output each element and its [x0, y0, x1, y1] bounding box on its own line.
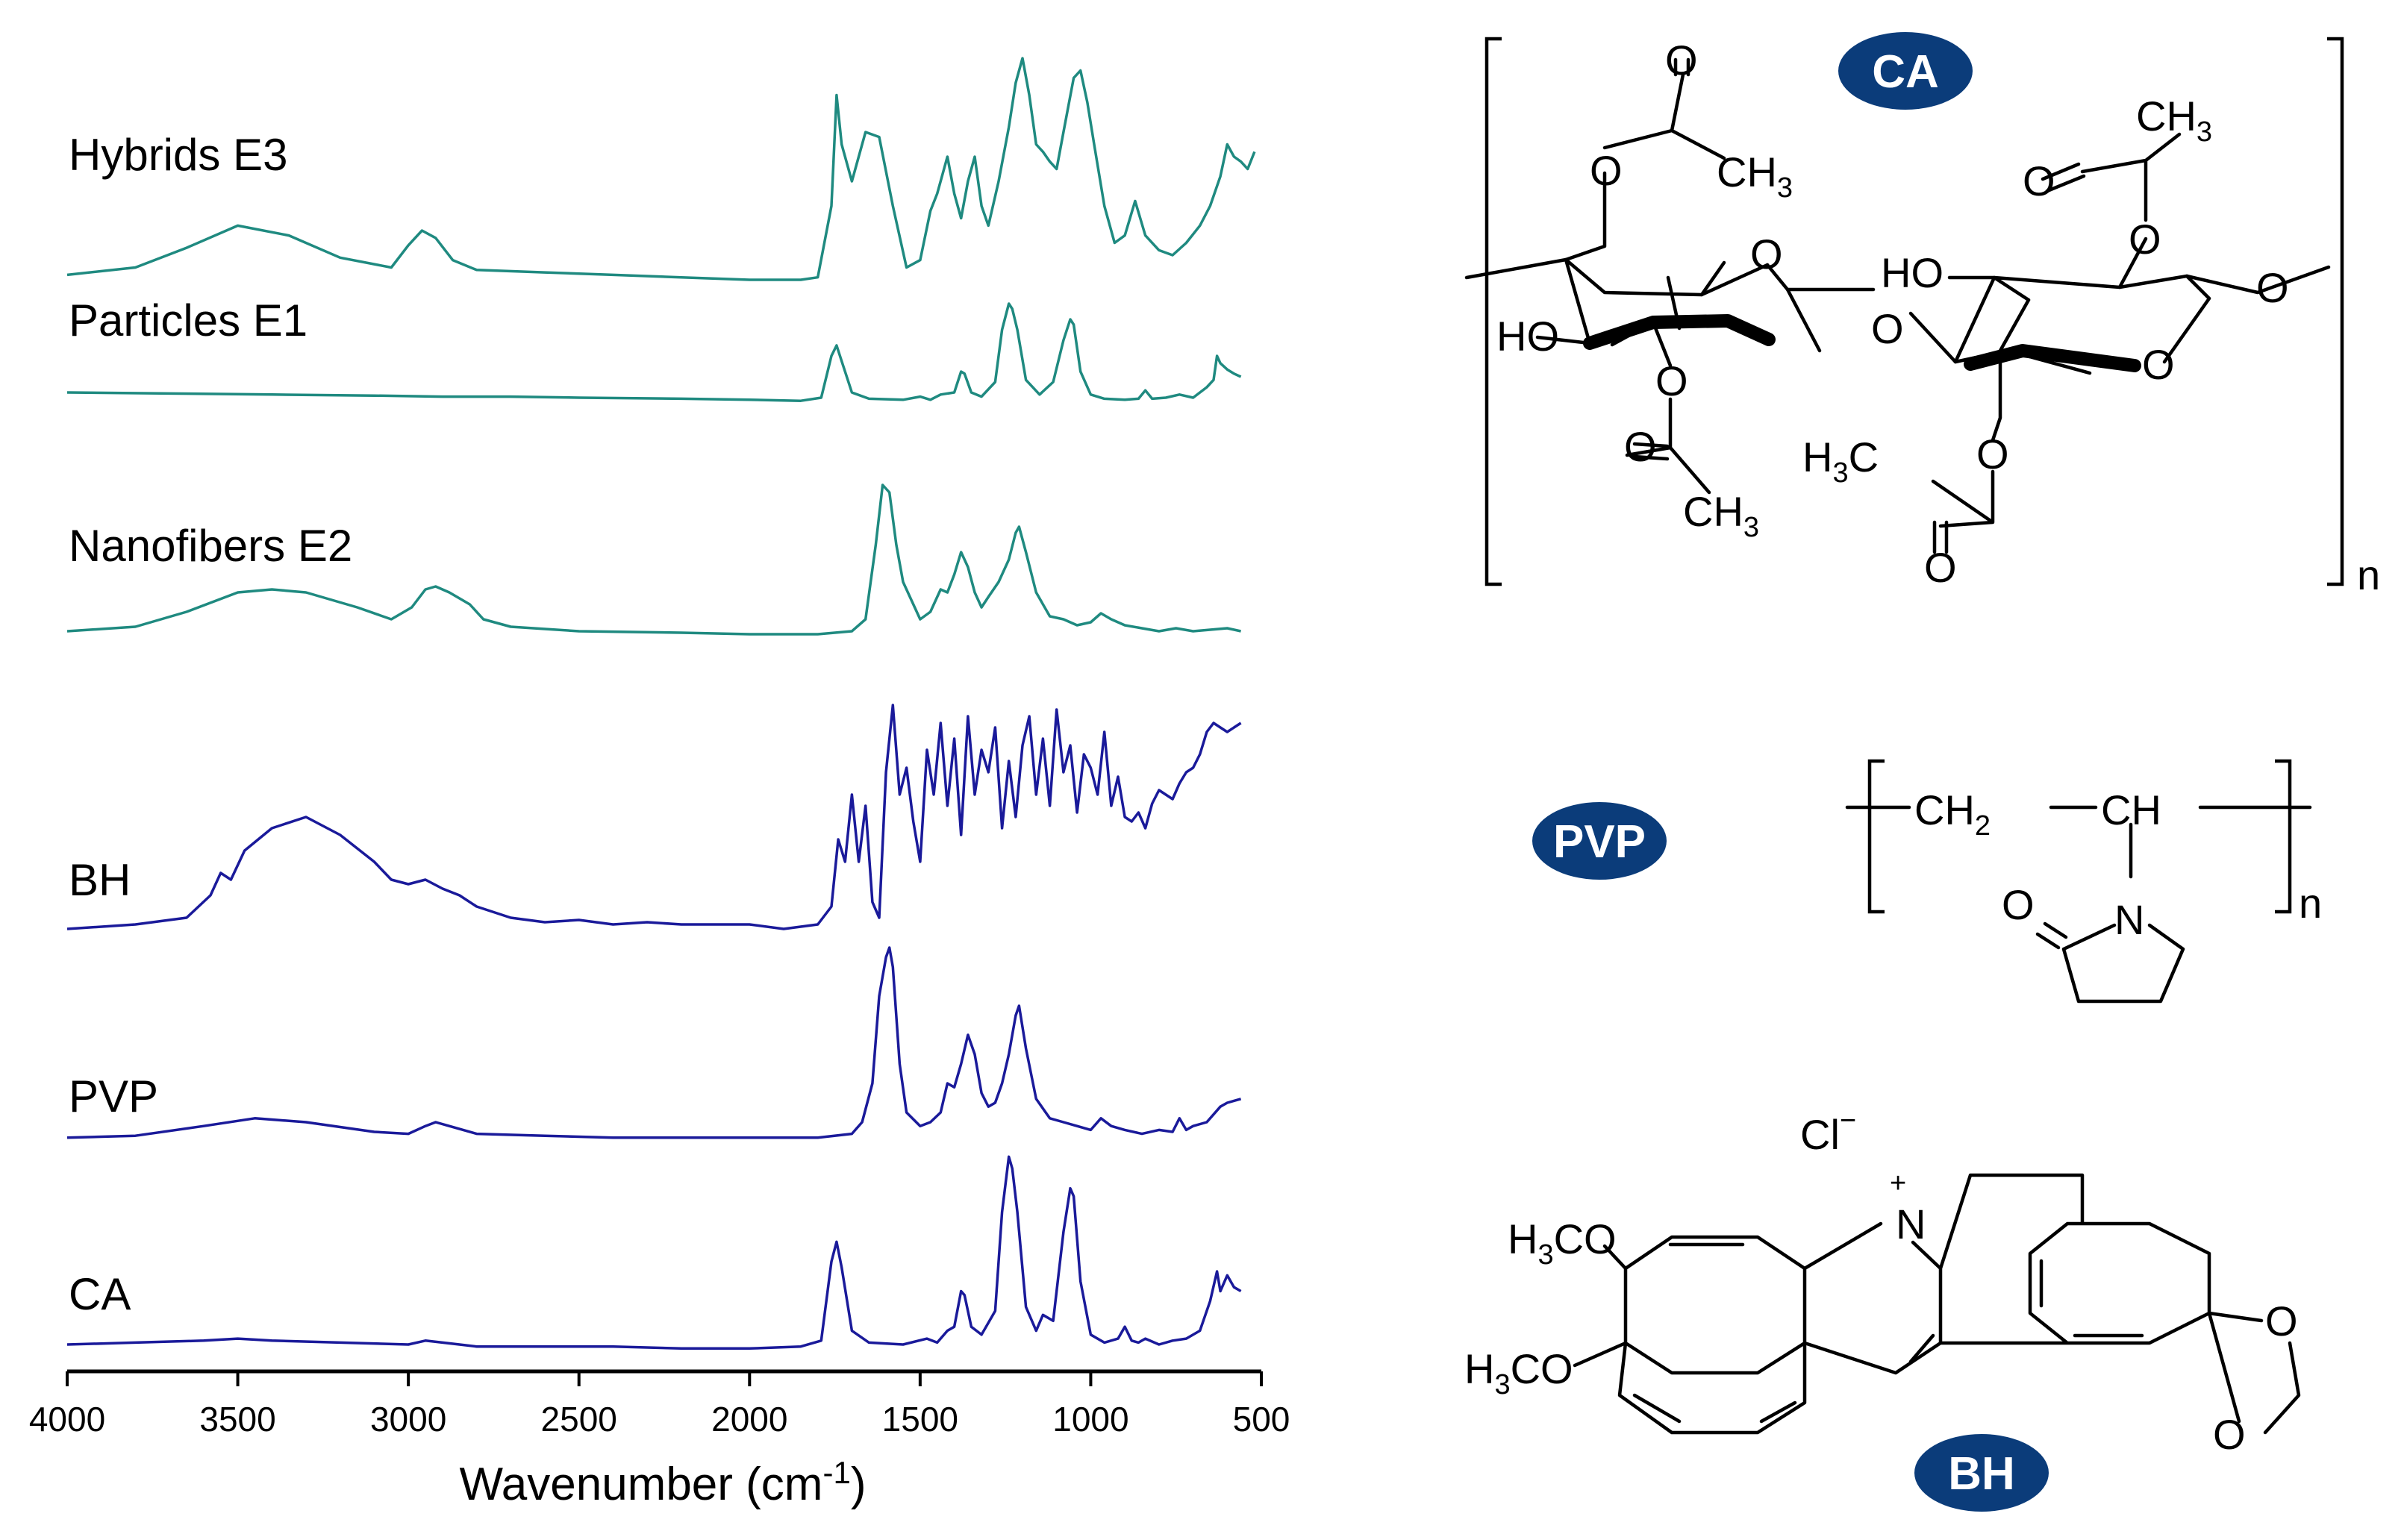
bh-atom-h3co-1: H3CO [1508, 1215, 1617, 1271]
ca-glycosidic [1785, 287, 1958, 364]
pvp-right-bracket [2275, 759, 2292, 914]
ca-atom-o-ring-1: O [1750, 231, 1783, 278]
ca-atom-ch3-2: CH3 [1683, 488, 1759, 543]
spectrum-label-pvp: PVP [69, 1071, 158, 1121]
pvp-atom-ch2: CH2 [1914, 786, 1991, 842]
x-tick-label: 2000 [711, 1400, 787, 1439]
bh-structure: Cl− + N H3CO H3CO O O BH [1464, 1105, 2301, 1512]
ca-atom-o-ring-2: O [2142, 341, 2175, 388]
spectrum-label-bh: BH [69, 855, 131, 905]
ca-atom-ch3-1: CH3 [1717, 148, 1793, 204]
x-axis-title: Wavenumber (cm-1) [460, 1455, 867, 1510]
bh-rings [1573, 1173, 2301, 1435]
ca-right-bracket [2327, 37, 2344, 586]
ca-atom-ho-2: HO [1881, 249, 1944, 296]
x-tick-label: 1500 [882, 1400, 958, 1439]
ca-atom-h3c: H3C [1802, 433, 1879, 489]
pvp-backbone [1845, 805, 2312, 879]
ca-atom-o-4: O [1624, 423, 1657, 470]
pvp-structure: PVP n CH2 CH O N [1532, 759, 2322, 1004]
x-axis-ticks: 4000 3500 3000 2500 2000 1500 1000 500 [29, 1371, 1290, 1439]
bh-double-bonds [1632, 1259, 2144, 1424]
spectrum-label-nanofibers-e2: Nanofibers E2 [69, 521, 352, 571]
spectra-labels: Hybrids E3 Particles E1 Nanofibers E2 BH PVP… [69, 130, 352, 1319]
pvp-badge: PVP [1532, 802, 1667, 880]
ca-atom-o-1: O [1665, 37, 1698, 84]
bh-badge: BH [1914, 1434, 2049, 1512]
ca-right-bonds [1931, 132, 2331, 528]
ca-carbonyl-3 [2041, 162, 2086, 193]
ca-atom-o-3: O [1655, 357, 1688, 404]
x-tick-label: 3500 [199, 1400, 275, 1439]
pvp-left-bracket [1867, 759, 1885, 914]
ca-carbonyl-4 [1932, 520, 1949, 554]
svg-text:BH: BH [1948, 1448, 2015, 1500]
svg-text:CA: CA [1872, 46, 1939, 98]
ca-right-ring-bold [1964, 344, 2141, 372]
pvp-atom-o: O [2002, 881, 2035, 928]
pvp-ring [2035, 921, 2185, 1004]
ca-structure: n CA O CH3 O O HO O O O CH3 HO CH3 O O O [1464, 32, 2380, 598]
spectrum-label-ca: CA [69, 1269, 131, 1319]
ca-atom-o-7: O [2256, 264, 2289, 311]
ca-repeat-n: n [2357, 551, 2380, 598]
spectrum-line-hybrids-e3 [66, 57, 1256, 281]
ca-atom-o-5: O [2023, 157, 2055, 204]
pvp-repeat-n: n [2299, 880, 2322, 927]
spectrum-line-particles-e1 [66, 302, 1242, 402]
spectrum-label-hybrids-e3: Hybrids E3 [69, 130, 287, 180]
ca-carbonyl-1 [1673, 57, 1690, 77]
ca-badge: CA [1838, 32, 1973, 110]
x-tick-label: 4000 [29, 1400, 105, 1439]
spectra-traces [66, 57, 1256, 1350]
x-tick-label: 3000 [370, 1400, 446, 1439]
spectrum-line-bh [66, 704, 1242, 930]
bh-chloride: Cl− [1800, 1105, 1856, 1158]
ca-atom-o-2: O [1590, 147, 1623, 194]
bh-plus-charge: + [1890, 1168, 1906, 1199]
spectrum-line-pvp [66, 946, 1242, 1139]
bh-atom-o-1: O [2265, 1298, 2298, 1345]
ca-left-bracket [1484, 37, 1502, 586]
ca-atom-o-8: O [1976, 431, 2009, 478]
pvp-atom-n: N [2114, 896, 2144, 943]
svg-text:PVP: PVP [1553, 816, 1646, 868]
ca-left-ring-bold [1583, 314, 1776, 350]
spectrum-line-ca [66, 1155, 1242, 1350]
pvp-atom-ch: CH [2101, 786, 2161, 833]
ca-atom-ch3-3: CH3 [2136, 93, 2212, 148]
bh-atom-h3co-2: H3CO [1464, 1345, 1573, 1400]
ca-atom-o-9: O [1924, 544, 1957, 591]
ca-left-bonds [1464, 72, 1770, 495]
spectrum-label-particles-e1: Particles E1 [69, 295, 307, 345]
ca-atom-ho-1: HO [1496, 313, 1559, 360]
bh-atom-n: N [1896, 1201, 1926, 1248]
x-tick-label: 1000 [1052, 1400, 1128, 1439]
x-tick-label: 500 [1233, 1400, 1290, 1439]
ca-atom-o-bridge: O [1871, 305, 1904, 352]
ca-atom-o-6: O [2129, 216, 2161, 263]
x-tick-label: 2500 [541, 1400, 617, 1439]
spectrum-line-nanofibers-e2 [66, 483, 1241, 636]
ftir-spectra-panel: Hybrids E3 Particles E1 Nanofibers E2 BH PVP… [29, 57, 1290, 1510]
ca-carbonyl-2 [1632, 442, 1670, 461]
bh-atom-o-2: O [2213, 1411, 2246, 1458]
